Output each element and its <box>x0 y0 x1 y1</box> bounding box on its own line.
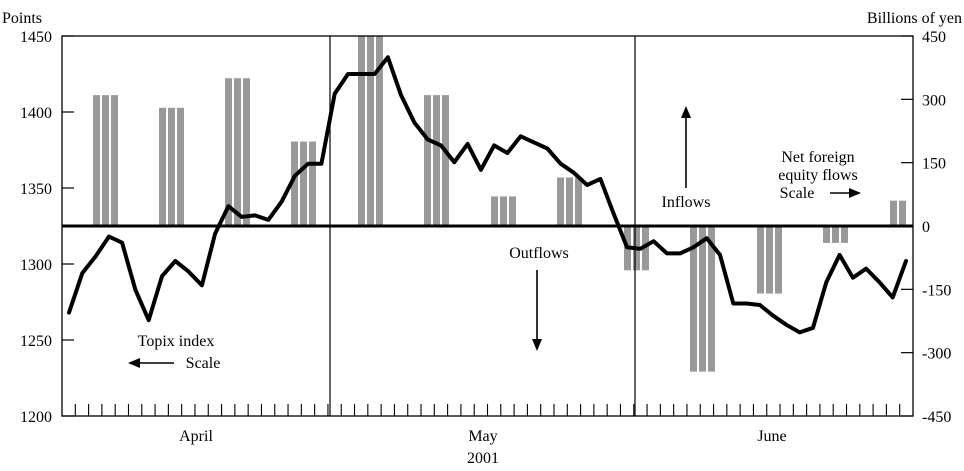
right-axis-tick-label: 300 <box>922 92 946 109</box>
flow-bar <box>899 200 906 226</box>
flow-bar <box>699 226 706 372</box>
flow-bar <box>309 141 316 226</box>
flow-bar <box>841 226 848 243</box>
left-axis-tick-label: 1450 <box>20 29 52 46</box>
flow-bar <box>566 177 573 226</box>
right-axis-tick-label: 450 <box>922 29 946 46</box>
flow-bar <box>509 196 516 226</box>
net-flows-scale-arrow <box>830 188 861 198</box>
flow-bar <box>500 196 507 226</box>
annotation-inflows: Inflows <box>662 194 711 211</box>
flow-bar <box>575 177 582 226</box>
outflows-arrow <box>532 270 542 351</box>
flow-bar <box>376 36 383 226</box>
right-axis-tick-label: -300 <box>922 346 951 363</box>
flow-bar <box>367 36 374 226</box>
x-category-label: April <box>179 428 213 445</box>
flow-bar <box>690 226 697 372</box>
flow-bar <box>177 107 184 226</box>
flow-bar <box>291 141 298 226</box>
annotation-topix-1: Topix index <box>138 333 215 350</box>
flow-bar <box>823 226 830 243</box>
right-axis-title: Billions of yen <box>867 10 962 27</box>
flow-bar <box>775 226 782 294</box>
flow-bar <box>225 78 232 226</box>
x-category-label: May <box>468 428 497 445</box>
right-axis-tick-label: -450 <box>922 409 951 426</box>
x-year-label: 2001 <box>467 450 499 467</box>
topix-scale-arrow <box>128 358 174 368</box>
flow-bar <box>159 107 166 226</box>
annotation-outflows: Outflows <box>509 245 569 262</box>
left-axis-tick-label: 1350 <box>20 181 52 198</box>
flow-bar <box>300 141 307 226</box>
flow-bar <box>708 226 715 372</box>
annotation-topix-2: Scale <box>186 355 221 372</box>
left-axis-tick-label: 1200 <box>20 409 52 426</box>
flow-bar <box>557 177 564 226</box>
flow-bar <box>890 200 897 226</box>
left-axis-title: Points <box>2 10 42 27</box>
topix-index-line <box>67 55 908 335</box>
flow-bar <box>757 226 764 294</box>
flow-bar <box>93 95 100 226</box>
right-axis-tick-label: 150 <box>922 156 946 173</box>
flow-bar <box>491 196 498 226</box>
flow-bar <box>766 226 773 294</box>
flow-bar <box>358 36 365 226</box>
flow-bar <box>168 107 175 226</box>
right-axis-tick-label: -150 <box>922 282 951 299</box>
flow-bar <box>442 95 449 226</box>
annotation-net-1: Net foreign <box>781 149 854 166</box>
flow-bar <box>234 78 241 226</box>
annotation-net-2: equity flows <box>778 167 858 184</box>
annotation-net-3: Scale <box>780 185 815 202</box>
left-axis-tick-label: 1250 <box>20 333 52 350</box>
flow-bar <box>642 226 649 271</box>
right-axis-tick-label: 0 <box>922 219 930 236</box>
flow-bar <box>102 95 109 226</box>
flow-bar <box>424 95 431 226</box>
inflows-arrow <box>681 106 691 188</box>
flow-bar <box>832 226 839 243</box>
flow-bar <box>243 78 250 226</box>
left-axis-tick-label: 1300 <box>20 257 52 274</box>
flow-bar <box>433 95 440 226</box>
x-category-label: June <box>757 428 786 445</box>
left-axis-tick-label: 1400 <box>20 105 52 122</box>
flow-bar <box>111 95 118 226</box>
